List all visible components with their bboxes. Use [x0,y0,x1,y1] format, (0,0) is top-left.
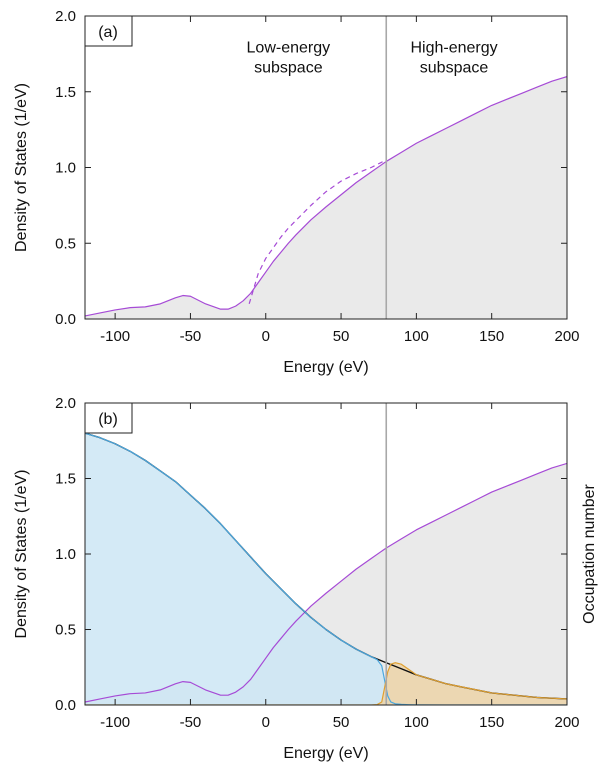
panel-a-label: (a) [98,24,118,41]
panel-a-series-1-line [248,159,387,305]
panel-b-x-tick-label: -50 [180,714,202,731]
panel-a-x-axis-label: Energy (eV) [283,359,368,376]
panel-a-annotations: Low-energy subspace High-energy subspace [247,39,498,76]
panel-a-series-0-line [85,76,567,317]
panel-a-annotation-0: Low-energy subspace [247,39,331,76]
panel-a-x-tick-label: -100 [100,328,130,345]
panel-b-series-3-line [85,662,567,705]
panel-a-x-tick-label: 150 [479,328,504,345]
panel-a: -100 -50 0 50 100 150 200 0.00.51.01.52.0 (a) … [13,8,580,376]
panel-b-series-0-fill [85,463,567,705]
panel-b: -100 -50 0 50 100 150 200 0.00.51.01.52.0 (b) … [13,395,598,762]
panel-b-y-tick-label: 1.0 [55,546,76,563]
panel-a-label-box: (a) [84,15,133,47]
panel-a-series-layer [85,76,567,319]
panel-a-y-tick-label: 0.5 [55,235,76,252]
panel-a-y-tick-label: 1.0 [55,160,76,177]
panel-b-y-tick-label: 0.5 [55,622,76,639]
panel-b-y-ticks: 0.0 0.5 1.0 1.5 2.0 [55,395,567,714]
panel-a-x-ticks: -100 -50 0 50 100 150 200 [100,16,580,345]
panel-b-x-tick-label: 200 [554,714,579,731]
panel-a-y-axis-label: Density of States (1/eV) [13,83,30,252]
panel-a-x-tick-label: 50 [333,328,350,345]
panel-a-x-tick-label: 0 [262,328,270,345]
panel-a-x-tick-label: -50 [180,328,202,345]
panel-a-series-0-fill [85,76,567,319]
panel-b-right-axis-label: Occupation number [581,484,598,624]
panel-b-x-tick-label: 100 [404,714,429,731]
panel-a-annotation-1: High-energy subspace [410,39,497,76]
panel-b-y-tick-label: 2.0 [55,395,76,412]
panel-b-x-ticks: -100 -50 0 50 100 150 200 [100,403,580,731]
panel-b-x-tick-label: -100 [100,714,130,731]
panel-a-y-tick-label: 1.5 [55,84,76,101]
panel-a-plot-area [85,16,567,319]
panel-b-y-tick-label: 0.0 [55,697,76,714]
panel-b-series-0-line [85,462,567,703]
panel-b-series-layer [85,432,567,705]
panel-b-series-3-fill [85,662,567,705]
panel-b-x-axis-label: Energy (eV) [283,745,368,762]
panel-b-series-2-fill [85,433,567,705]
panel-b-label: (b) [98,411,118,428]
panel-b-x-tick-label: 150 [479,714,504,731]
panel-a-y-tick-label: 0.0 [55,311,76,328]
panel-b-x-tick-label: 0 [262,714,270,731]
panel-a-x-tick-label: 200 [554,328,579,345]
panel-b-label-box: (b) [84,402,133,434]
panel-b-x-tick-label: 50 [333,714,350,731]
panel-b-y-axis-label: Density of States (1/eV) [13,470,30,639]
panel-a-y-tick-label: 2.0 [55,8,76,25]
panel-b-y-tick-label: 1.5 [55,471,76,488]
panel-a-x-tick-label: 100 [404,328,429,345]
panel-a-y-ticks: 0.0 0.5 1.0 1.5 2.0 [55,8,567,328]
panel-b-plot-area [85,403,567,705]
